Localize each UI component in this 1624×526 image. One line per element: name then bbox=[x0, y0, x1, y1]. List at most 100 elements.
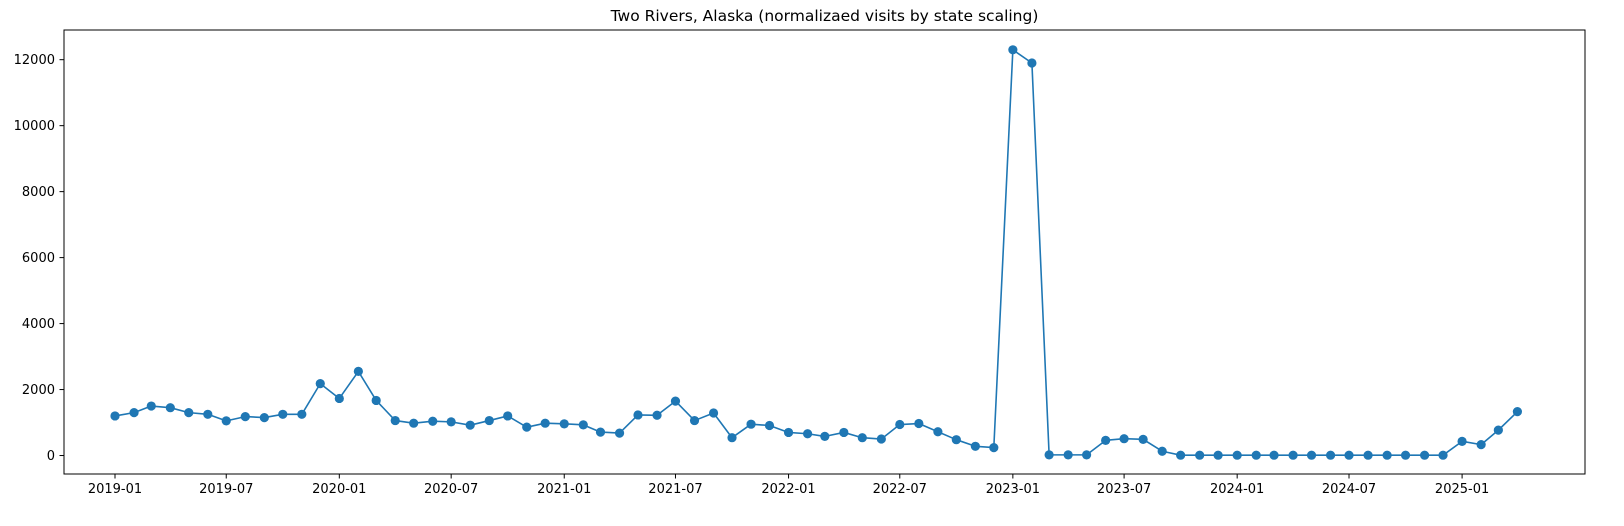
data-point bbox=[390, 415, 400, 426]
data-point bbox=[371, 395, 381, 406]
data-point bbox=[203, 409, 213, 419]
y-tick-label: 8000 bbox=[22, 185, 55, 200]
data-point bbox=[989, 443, 999, 453]
data-point bbox=[857, 433, 867, 443]
data-point bbox=[746, 419, 756, 429]
data-point bbox=[315, 379, 325, 389]
data-point bbox=[428, 416, 438, 426]
data-point bbox=[614, 428, 625, 438]
data-point bbox=[689, 415, 700, 426]
data-point bbox=[1269, 450, 1279, 460]
data-point bbox=[559, 419, 569, 429]
data-point bbox=[1382, 450, 1392, 460]
data-point bbox=[708, 408, 719, 418]
data-point bbox=[297, 409, 307, 419]
data-point bbox=[1512, 407, 1522, 417]
data-point bbox=[764, 420, 775, 431]
data-point bbox=[1420, 450, 1430, 460]
y-axis: 0 2000 4000 6000 8000 10000 12000 bbox=[14, 53, 64, 464]
x-tick-label: 2020-07 bbox=[424, 482, 478, 497]
data-point bbox=[1344, 450, 1354, 460]
data-point bbox=[1438, 450, 1448, 460]
x-tick-label: 2023-07 bbox=[1097, 482, 1151, 497]
data-point bbox=[820, 431, 830, 441]
data-point bbox=[839, 427, 849, 438]
x-axis: 2019-01 2019-07 2020-01 2020-07 2021-01 2021-… bbox=[88, 474, 1489, 497]
y-tick-label: 2000 bbox=[22, 383, 55, 398]
data-point bbox=[278, 409, 288, 419]
data-point bbox=[1008, 45, 1018, 55]
data-point bbox=[876, 434, 886, 444]
data-point bbox=[1195, 450, 1205, 460]
series-layer bbox=[110, 45, 1522, 460]
data-point bbox=[578, 420, 588, 430]
data-point bbox=[914, 418, 924, 429]
x-tick-label: 2025-01 bbox=[1435, 482, 1489, 497]
data-point bbox=[1363, 450, 1373, 460]
data-point bbox=[1101, 435, 1111, 445]
data-point bbox=[895, 419, 905, 430]
data-point bbox=[484, 415, 494, 426]
data-point bbox=[970, 441, 980, 451]
data-point bbox=[783, 427, 794, 438]
data-point bbox=[409, 418, 419, 428]
y-tick-label: 4000 bbox=[22, 317, 55, 332]
y-tick-label: 0 bbox=[47, 449, 55, 464]
series-line bbox=[114, 48, 1518, 457]
data-point bbox=[633, 410, 643, 420]
data-point bbox=[933, 427, 943, 437]
x-tick-label: 2021-01 bbox=[537, 482, 591, 497]
x-tick-label: 2019-07 bbox=[199, 482, 253, 497]
data-point bbox=[129, 408, 139, 418]
data-point bbox=[110, 411, 120, 421]
data-point bbox=[446, 417, 456, 427]
data-point bbox=[1213, 450, 1223, 460]
data-point bbox=[522, 422, 532, 432]
data-point bbox=[1306, 450, 1317, 460]
data-point bbox=[1400, 450, 1411, 460]
data-point bbox=[1138, 434, 1148, 444]
data-point bbox=[727, 433, 737, 443]
data-point bbox=[1063, 450, 1073, 460]
x-tick-label: 2021-07 bbox=[648, 482, 702, 497]
data-point bbox=[1082, 450, 1092, 460]
data-point bbox=[1476, 440, 1486, 450]
data-point bbox=[334, 393, 344, 404]
data-point bbox=[1232, 450, 1242, 460]
x-tick-label: 2024-07 bbox=[1322, 482, 1376, 497]
data-point bbox=[1176, 450, 1186, 460]
x-tick-label: 2020-01 bbox=[312, 482, 366, 497]
data-point bbox=[503, 411, 513, 421]
data-point bbox=[240, 412, 250, 422]
data-point bbox=[652, 410, 662, 420]
x-tick-label: 2024-01 bbox=[1210, 482, 1264, 497]
data-point bbox=[540, 418, 550, 428]
y-tick-label: 6000 bbox=[22, 251, 55, 266]
y-tick-label: 10000 bbox=[14, 119, 55, 134]
chart-title: Two Rivers, Alaska (normalizaed visits b… bbox=[610, 7, 1039, 25]
x-tick-label: 2022-07 bbox=[873, 482, 927, 497]
x-tick-label: 2019-01 bbox=[88, 482, 142, 497]
data-point bbox=[259, 412, 269, 423]
data-point bbox=[803, 429, 813, 439]
data-point bbox=[353, 366, 363, 377]
data-point bbox=[1251, 450, 1261, 460]
data-point bbox=[1288, 450, 1298, 460]
data-point bbox=[184, 408, 194, 418]
data-point bbox=[951, 435, 961, 445]
y-tick-label: 12000 bbox=[14, 53, 55, 68]
x-tick-label: 2022-01 bbox=[761, 482, 815, 497]
data-point bbox=[595, 427, 606, 437]
plot-area-frame bbox=[63, 29, 1586, 475]
data-point bbox=[1119, 434, 1129, 444]
data-point bbox=[165, 403, 175, 413]
data-point bbox=[1325, 450, 1336, 460]
data-point bbox=[670, 396, 681, 406]
data-point bbox=[465, 420, 475, 430]
data-point bbox=[1027, 58, 1037, 68]
x-tick-label: 2023-01 bbox=[986, 482, 1040, 497]
data-point bbox=[1493, 425, 1503, 435]
data-point bbox=[146, 401, 156, 411]
data-point bbox=[1044, 450, 1054, 460]
